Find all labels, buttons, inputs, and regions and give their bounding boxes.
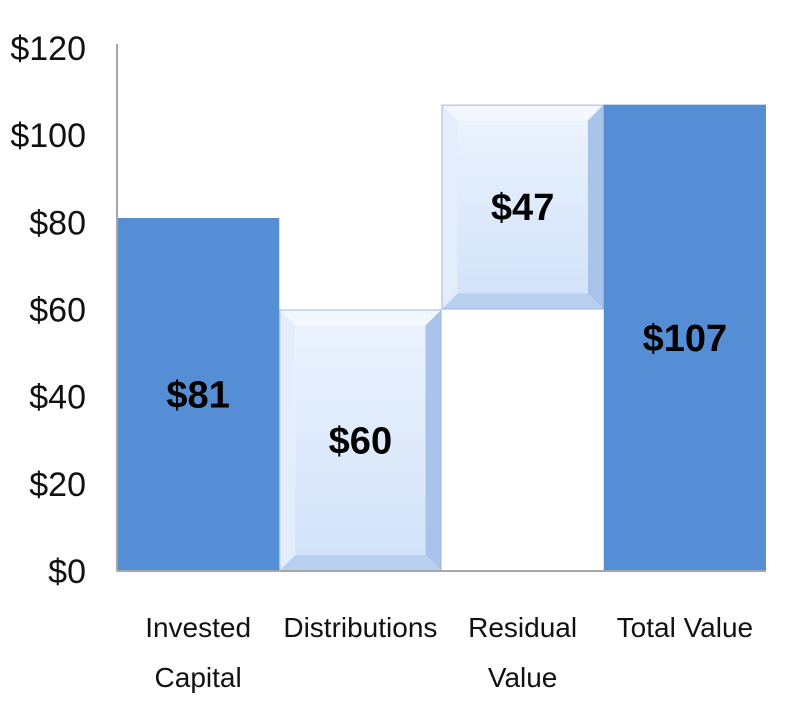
category-label-2-line-1: Value [488,662,558,693]
y-tick-label-4: $80 [29,204,86,242]
data-label-0: $81 [166,374,229,416]
category-labels: Invested Capital Distributions Residual Valu… [145,612,753,693]
category-label-1-line-0: Distributions [283,612,437,643]
category-label-0-line-1: Capital [155,662,242,693]
y-tick-labels: $0 $20 $40 $60 $80 $100 $120 [10,30,86,591]
category-label-0-line-0: Invested [145,612,251,643]
bar-2 [441,104,604,310]
y-tick-label-0: $0 [48,553,86,591]
y-tick-label-5: $100 [10,117,86,155]
y-tick-label-3: $60 [29,292,86,330]
data-label-1: $60 [329,420,392,462]
y-tick-label-6: $120 [10,30,86,68]
y-tick-label-1: $20 [29,466,86,504]
category-label-2-line-0: Residual [468,612,577,643]
bar-3 [603,104,766,572]
category-label-3-line-0: Total Value [617,612,753,643]
data-labels: $81 $60 $47 $107 [166,187,727,462]
axis-layer [116,44,766,572]
y-tick-label-2: $40 [29,379,86,417]
bars-layer [117,104,766,572]
data-label-3: $107 [643,318,728,360]
data-label-2: $47 [491,187,554,229]
bar-0 [117,217,280,571]
